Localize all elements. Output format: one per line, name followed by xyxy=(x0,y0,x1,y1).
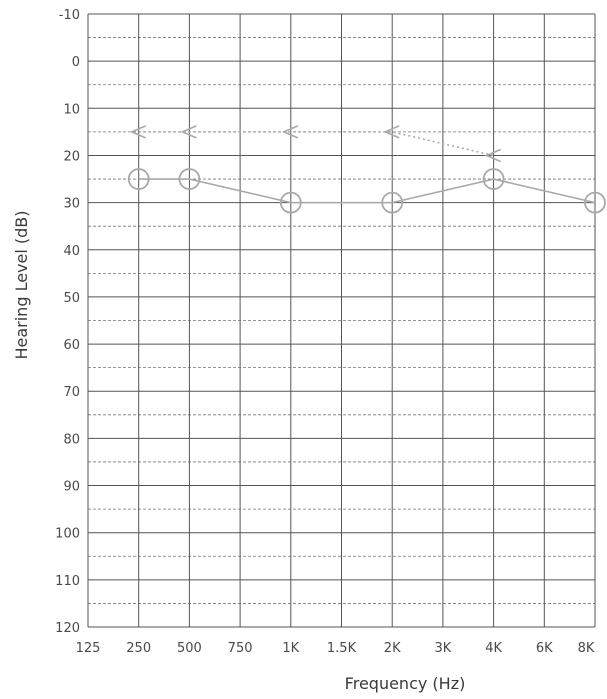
y-tick-label: 30 xyxy=(63,197,80,212)
data-point-circle xyxy=(584,191,606,214)
data-point-circle xyxy=(279,191,302,214)
grid xyxy=(87,13,596,628)
x-tick-label: 750 xyxy=(228,641,253,656)
y-tick-label: 80 xyxy=(63,432,80,447)
y-tick-label: 120 xyxy=(55,621,80,636)
series-layer xyxy=(127,125,606,214)
y-tick-label: 50 xyxy=(63,291,80,306)
y-tick-label: 20 xyxy=(63,149,80,164)
data-point-arrow xyxy=(281,125,299,139)
series-line xyxy=(138,178,596,204)
y-tick-label: 110 xyxy=(55,574,80,589)
x-tick-label: 6K xyxy=(536,641,553,656)
x-tick-label: 125 xyxy=(76,641,101,656)
y-tick-label: 70 xyxy=(63,385,80,400)
y-tick-label: 60 xyxy=(63,338,80,353)
y-tick-label: 0 xyxy=(72,55,80,70)
x-tick-label: 1K xyxy=(282,641,299,656)
data-point-arrow xyxy=(180,125,197,139)
x-axis-ticks: 125 250 500 750 1K 1.5K 2K 3K 4K 6K 8K xyxy=(76,641,595,656)
x-tick-label: 4K xyxy=(485,641,502,656)
y-tick-label: 40 xyxy=(63,244,80,259)
y-axis-label: Hearing Level (dB) xyxy=(12,210,31,359)
y-tick-label: 100 xyxy=(55,527,80,542)
data-point-circle xyxy=(127,168,150,190)
x-tick-label: 1.5K xyxy=(327,641,357,656)
data-point-circle xyxy=(178,168,201,190)
x-tick-label: 2K xyxy=(384,641,401,656)
x-axis-label: Frequency (Hz) xyxy=(345,674,466,693)
data-point-circle xyxy=(381,191,404,214)
x-tick-label: 250 xyxy=(126,641,151,656)
data-point-circle xyxy=(482,168,505,190)
data-point-arrow xyxy=(484,148,501,163)
y-tick-label: 10 xyxy=(63,102,80,117)
y-tick-label: 90 xyxy=(63,480,80,495)
x-tick-label: 3K xyxy=(435,641,452,656)
y-axis-ticks: -10 0 10 20 30 40 50 60 70 80 90 100 110 120 xyxy=(55,8,80,636)
data-point-arrow xyxy=(129,125,147,139)
y-tick-label: -10 xyxy=(59,8,80,23)
x-tick-label: 500 xyxy=(177,641,202,656)
x-tick-label: 8K xyxy=(578,641,595,656)
data-point-arrow xyxy=(383,125,400,139)
